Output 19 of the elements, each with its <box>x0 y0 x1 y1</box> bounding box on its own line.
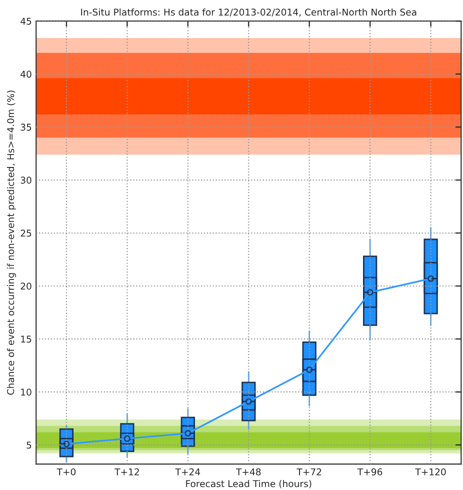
y-tick-label: 45 <box>20 18 32 25</box>
y-tick-label: 40 <box>20 70 32 78</box>
y-tick-label: 5 <box>26 442 32 449</box>
x-tick-label: T+120 <box>415 468 446 476</box>
x-axis-title: Forecast Lead Time (hours) <box>186 480 312 488</box>
x-tick-label: T+96 <box>357 468 382 476</box>
y-tick-label: 25 <box>20 230 32 237</box>
y-tick-label: 35 <box>20 124 32 131</box>
x-tick-label: T+0 <box>56 468 76 476</box>
y-tick-label: 10 <box>21 388 32 396</box>
x-tick-label: T+24 <box>175 468 200 476</box>
y-tick-label: 15 <box>21 336 32 343</box>
x-tick-label: T+12 <box>114 468 139 476</box>
y-tick-label: 30 <box>20 176 32 184</box>
chart-title: In-Situ Platforms: Hs data for 12/2013-02/2014, Central-North North Sea <box>81 8 416 17</box>
x-tick-label: T+48 <box>236 468 261 476</box>
y-axis-title: Chance of event occurring if non-event predicted, Hs>=4.0m (%) <box>6 90 16 395</box>
y-tick-label: 20 <box>20 282 32 290</box>
x-tick-label: T+72 <box>296 468 322 476</box>
